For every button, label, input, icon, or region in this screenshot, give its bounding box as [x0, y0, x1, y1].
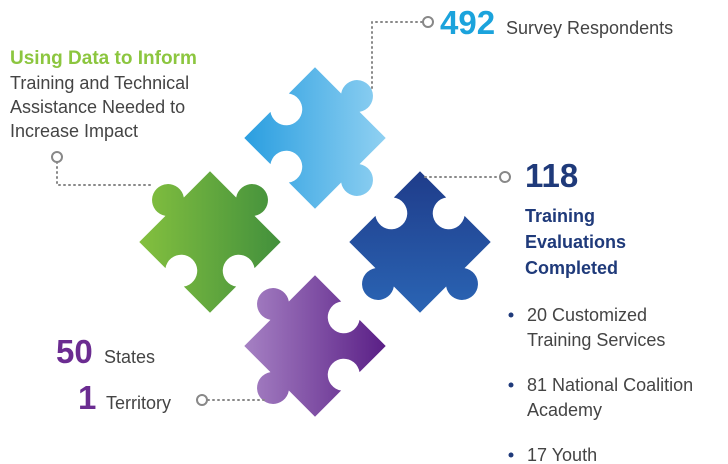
bullet [508, 452, 514, 458]
list-item: 81 National Coalition [527, 375, 693, 395]
connector-dot [51, 151, 63, 163]
heading-text: Increase Impact [10, 121, 138, 141]
bullet [508, 382, 514, 388]
connector-dot [499, 171, 511, 183]
connector-dot [196, 394, 208, 406]
stat-number: 50 [56, 333, 93, 370]
heading-text: Assistance Needed to [10, 97, 185, 117]
bullet-list: 20 Customized Training Services 81 Natio… [508, 305, 693, 464]
stat-label: Territory [106, 393, 171, 413]
stat-number: 118 [525, 157, 578, 194]
heading-title: Using Data to Inform [10, 48, 197, 69]
connector [56, 161, 153, 186]
connector [371, 21, 423, 89]
list-item: Academy [527, 400, 602, 420]
list-item: 17 Youth [527, 445, 597, 464]
heading-text: Training and Technical [10, 73, 189, 93]
stat-label: Survey Respondents [506, 18, 673, 38]
bullet [508, 312, 514, 318]
connector-dot [422, 16, 434, 28]
puzzle-piece [331, 171, 509, 349]
puzzle-piece [121, 135, 299, 313]
stat-label: Evaluations [525, 232, 626, 252]
stat-number: 492 [440, 4, 495, 41]
stat-label: States [104, 347, 155, 367]
puzzle-piece [244, 49, 422, 227]
puzzle-piece [208, 257, 386, 435]
connectors [51, 16, 511, 406]
list-item: Training Services [527, 330, 665, 350]
stat-label: Completed [525, 258, 618, 278]
stat-number: 1 [78, 379, 96, 416]
list-item: 20 Customized [527, 305, 647, 325]
stat-label: Training [525, 206, 595, 226]
